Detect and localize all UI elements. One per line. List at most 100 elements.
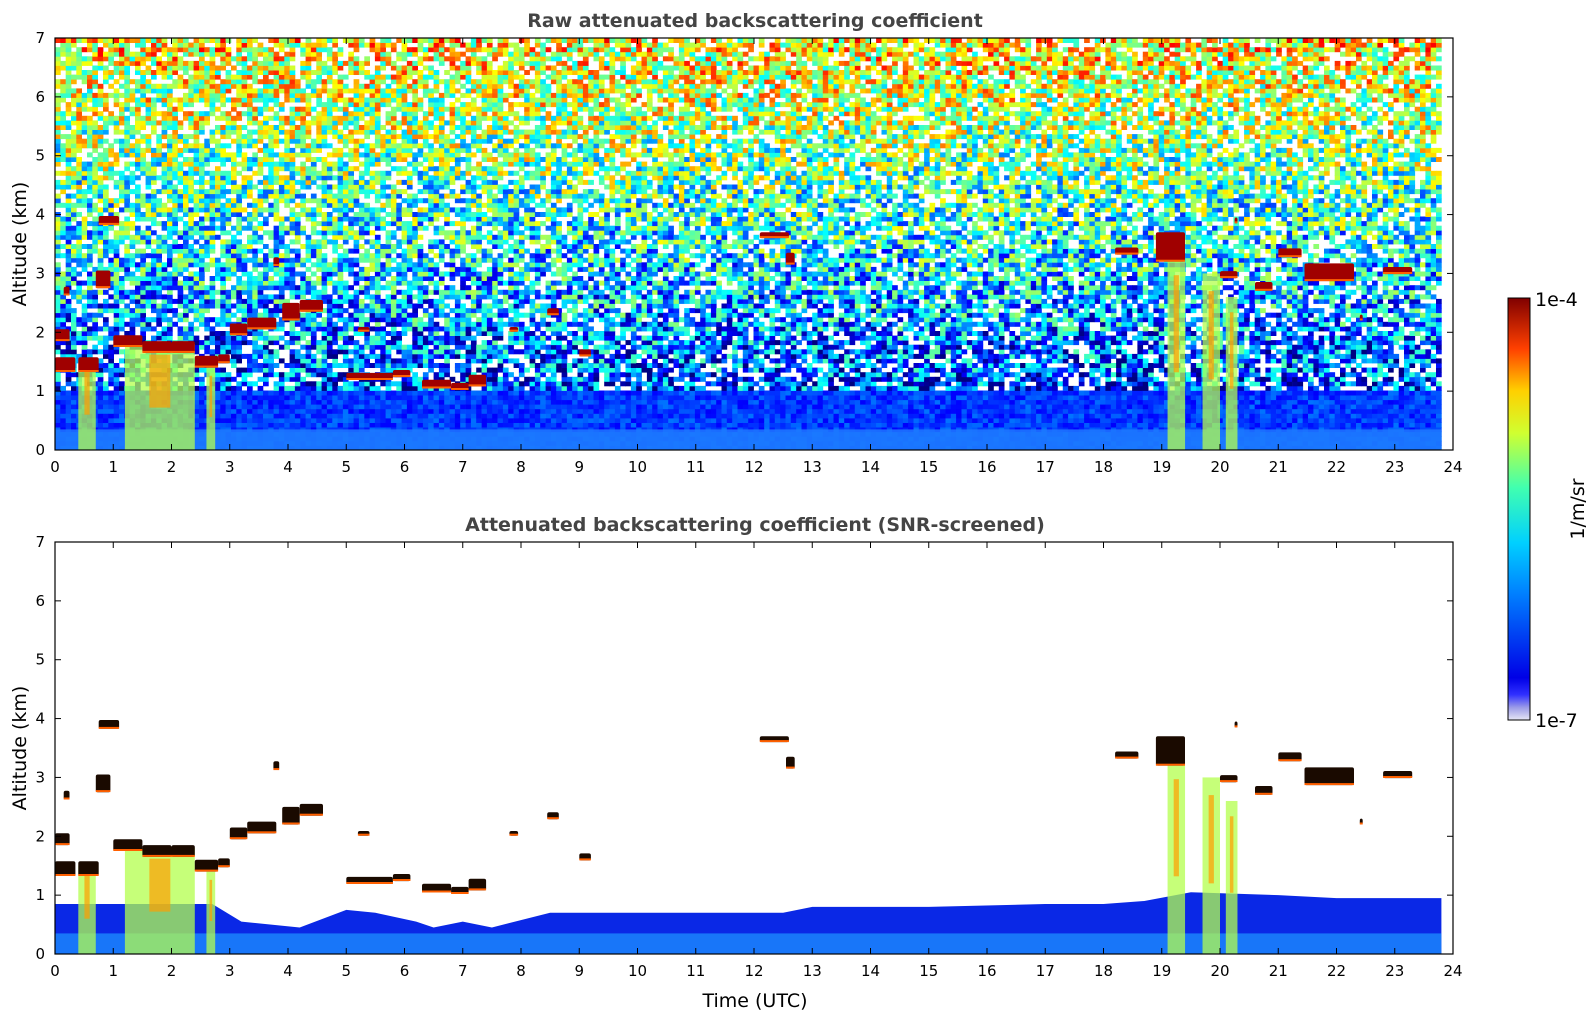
cloud-layer-edge-5 — [98, 726, 120, 729]
cloud-layer-2 — [63, 790, 70, 800]
x-tick-label: 5 — [341, 962, 351, 980]
y-tick-label: 5 — [35, 651, 45, 669]
cloud-layer-edge-2 — [63, 797, 70, 800]
cloud-layer-edge-6 — [113, 345, 143, 347]
cloud-layer-0 — [55, 861, 76, 876]
cloud-layer-edge-16 — [357, 329, 370, 332]
cloud-layer-13 — [273, 761, 280, 770]
x-tick-label: 11 — [686, 962, 705, 980]
x-tick-label: 0 — [50, 962, 60, 980]
cloud-layer-5 — [98, 216, 120, 225]
cloud-layer-21 — [468, 374, 487, 387]
cloud-layer-edge-20 — [451, 388, 469, 390]
cloud-layer-32 — [1278, 752, 1302, 762]
x-tick-label: 22 — [1327, 962, 1346, 980]
cloud-layer-edge-35 — [1383, 776, 1413, 778]
x-tick-label: 5 — [341, 458, 351, 476]
cloud-layer-3 — [78, 861, 99, 876]
cloud-layer-edge-0 — [55, 370, 76, 372]
cloud-layer-edge-29 — [1220, 780, 1238, 783]
x-tick-label: 14 — [861, 458, 880, 476]
cloud-layer-edge-33 — [1304, 783, 1354, 786]
cloud-layer-edge-11 — [229, 333, 248, 336]
cloud-layer-33 — [1304, 767, 1354, 786]
x-tick-label: 17 — [1036, 962, 1055, 980]
plume-core-4 — [1208, 291, 1214, 380]
y-tick-label: 6 — [35, 592, 45, 610]
x-tick-label: 16 — [977, 962, 996, 980]
cloud-layer-edge-23 — [547, 313, 559, 316]
cloud-layer-28 — [1155, 736, 1185, 766]
panel-screened-y-ticks: 0 1 2 3 4 5 6 7 — [35, 533, 1453, 963]
plume-core-0 — [84, 874, 90, 919]
cloud-layer-edge-8 — [171, 350, 195, 353]
cloud-layer-13 — [273, 257, 280, 266]
background-noise-field — [55, 38, 1442, 451]
cloud-layer-14 — [282, 806, 300, 825]
cloud-layer-edge-27 — [1115, 756, 1139, 759]
y-tick-label: 7 — [35, 29, 45, 47]
x-tick-label: 1 — [108, 962, 118, 980]
cloud-layer-edge-3 — [78, 370, 99, 372]
cloud-layer-edge-8 — [171, 854, 195, 857]
surface-layer — [55, 429, 1442, 450]
panel-raw-title: Raw attenuated backscattering coefficien… — [527, 10, 983, 32]
y-tick-label: 0 — [35, 945, 45, 963]
cloud-layer-edge-32 — [1278, 759, 1302, 762]
cloud-layer-edge-9 — [194, 365, 219, 368]
cloud-layer-0 — [55, 357, 76, 372]
x-tick-label: 17 — [1036, 458, 1055, 476]
y-tick-label: 3 — [35, 264, 45, 282]
panel-screened-plot-area — [55, 720, 1442, 954]
x-tick-label: 1 — [108, 458, 118, 476]
x-axis-label: Time (UTC) — [701, 990, 807, 1012]
x-tick-label: 8 — [516, 962, 526, 980]
x-tick-label: 14 — [861, 962, 880, 980]
x-tick-label: 7 — [458, 962, 468, 980]
cloud-layer-edge-11 — [229, 837, 248, 840]
cloud-layer-15 — [299, 299, 323, 312]
y-tick-label: 3 — [35, 768, 45, 786]
cloud-layer-edge-17 — [346, 378, 393, 380]
cloud-layer-edge-22 — [509, 329, 519, 332]
cloud-layer-edge-24 — [579, 354, 591, 357]
plume-core-5 — [1229, 816, 1234, 893]
cloud-layer-edge-24 — [579, 858, 591, 861]
cloud-layer-edge-15 — [299, 309, 323, 312]
cloud-layer-edge-26 — [786, 766, 795, 769]
plume-core-0 — [84, 370, 90, 415]
x-tick-label: 3 — [225, 458, 235, 476]
plume-core-3 — [1173, 275, 1179, 373]
cloud-layer-edge-15 — [299, 813, 323, 816]
cloud-layer-edge-33 — [1304, 279, 1354, 282]
cloud-layer-edge-16 — [357, 833, 370, 836]
x-tick-label: 16 — [977, 458, 996, 476]
x-tick-label: 10 — [628, 962, 647, 980]
cloud-layer-11 — [229, 827, 248, 840]
plume-core-1 — [149, 858, 171, 912]
cloud-layer-4 — [95, 774, 111, 793]
cloud-layer-edge-14 — [282, 318, 300, 321]
surface-layer — [55, 933, 1442, 954]
cloud-layer-7 — [142, 341, 172, 353]
cloud-layer-15 — [299, 803, 323, 816]
x-tick-label: 9 — [574, 458, 584, 476]
panel-raw-y-axis-label: Altitude (km) — [9, 182, 31, 307]
x-tick-label: 13 — [803, 962, 822, 980]
cloud-layer-6 — [113, 839, 143, 851]
plume-core-2 — [209, 879, 213, 922]
cloud-layer-edge-9 — [194, 869, 219, 872]
cloud-layer-edge-23 — [547, 817, 559, 820]
x-tick-label: 18 — [1094, 962, 1113, 980]
cloud-layer-edge-35 — [1383, 272, 1413, 274]
x-tick-label: 22 — [1327, 458, 1346, 476]
cloud-layer-12 — [247, 317, 277, 330]
cloud-layer-4 — [95, 270, 111, 289]
cloud-layer-19 — [422, 883, 452, 893]
panel-raw-x-ticks: 0 1 2 3 4 5 6 7 8 9 10 11 12 13 14 15 16 17 18 19 20 21 22 23 24 — [50, 38, 1463, 476]
x-tick-label: 6 — [400, 458, 410, 476]
panel-screened: Attenuated backscattering coefficient (S… — [9, 514, 1463, 1012]
cloud-layer-edge-10 — [218, 361, 230, 364]
y-tick-label: 2 — [35, 827, 45, 845]
